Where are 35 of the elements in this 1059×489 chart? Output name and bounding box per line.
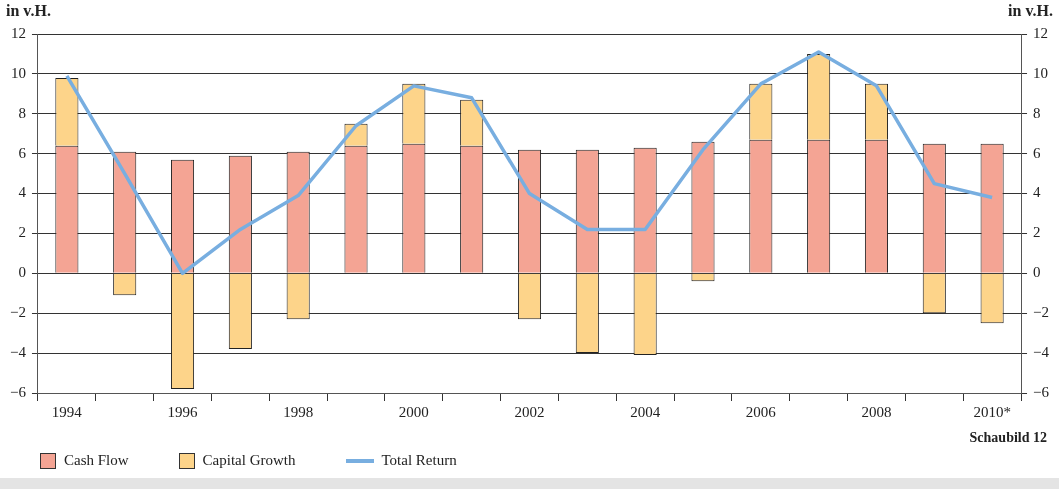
x-tick-label: 2006: [745, 403, 777, 420]
y2-tick-label: −6: [1033, 383, 1050, 400]
y-axis-title: in v.H.: [6, 2, 51, 20]
legend-label: Cash Flow: [64, 452, 129, 469]
x-tick-label: 1996: [167, 403, 199, 420]
y-tick-label: −6: [9, 383, 27, 400]
x-tick-label: 2008: [861, 403, 892, 420]
y-tick-label: 2: [18, 224, 26, 241]
y2-tick-label: 12: [1033, 24, 1049, 41]
y2-tick-label: 0: [1033, 264, 1041, 281]
y-tick-label: 8: [18, 104, 26, 121]
y2-tick-label: −4: [1033, 344, 1050, 361]
y-tick-label: −4: [9, 344, 27, 361]
x-tick-label: 2002: [514, 403, 545, 420]
x-tick-label: 2000: [398, 403, 429, 420]
y-tick-label: −2: [9, 304, 26, 321]
y-tick-label: 4: [18, 184, 27, 201]
legend-label: Capital Growth: [202, 452, 296, 469]
legend-label: Total Return: [381, 452, 457, 469]
text: Schaubild 12: [969, 430, 1047, 446]
x-tick-label: 1998: [283, 403, 314, 420]
y2-tick-label: −2: [1033, 304, 1050, 321]
y2-tick-label: 2: [1033, 224, 1041, 241]
y-tick-label: 12: [10, 24, 26, 41]
x-tick-label: 2004: [630, 403, 661, 420]
y2-tick-label: 4: [1033, 184, 1042, 201]
y2-axis-title: in v.H.: [1008, 2, 1053, 20]
y-tick-label: 0: [18, 264, 26, 281]
x-tick-label: 2010*: [973, 403, 1011, 420]
x-tick-label: 1994: [51, 403, 83, 420]
y2-tick-label: 10: [1033, 64, 1049, 81]
y2-tick-label: 8: [1033, 104, 1041, 121]
y-tick-label: 6: [18, 144, 27, 161]
y-tick-label: 10: [10, 64, 26, 81]
y2-tick-label: 6: [1033, 144, 1042, 161]
